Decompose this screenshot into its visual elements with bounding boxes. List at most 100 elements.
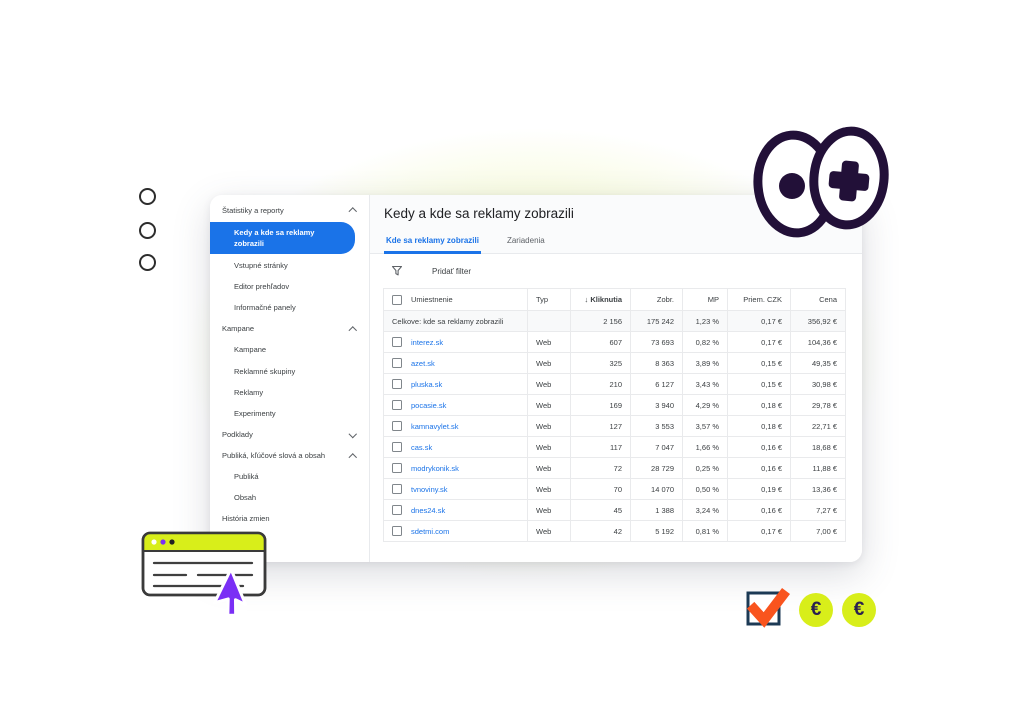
column-header-mp[interactable]: MP (682, 288, 728, 311)
placement-cell: azet.sk (383, 352, 528, 374)
sidebar-item-label: Reklamné skupiny (234, 366, 296, 376)
browser-dot-purple (160, 539, 166, 545)
sidebar-item[interactable]: Informačné panely (210, 298, 369, 319)
data-cell: 127 (570, 415, 631, 437)
chevron-up-icon (348, 453, 357, 462)
sidebar-item[interactable]: Podklady (210, 424, 369, 445)
data-cell: 117 (570, 436, 631, 458)
placement-link[interactable]: kamnavylet.sk (411, 421, 459, 431)
sidebar-item[interactable]: Štatistiky a reporty (210, 200, 369, 221)
sidebar-item[interactable]: História zmien (210, 509, 369, 530)
table-row: interez.sk Web 607 73 693 0,82 % 0,17 €104,36… (383, 331, 846, 353)
column-header-zobr-[interactable]: Zobr. (630, 288, 683, 311)
sidebar-item-label: Experimenty (234, 408, 276, 418)
chevron-up-icon (348, 208, 357, 216)
data-cell: 3,89 % (682, 352, 728, 374)
sidebar-item[interactable]: Experimenty (210, 403, 369, 424)
sidebar-item[interactable]: Editor prehľadov (210, 277, 369, 298)
filter-funnel-icon[interactable] (391, 265, 403, 277)
placement-cell: dnes24.sk (383, 499, 528, 521)
placement-link[interactable]: interez.sk (411, 337, 444, 347)
checked-checkbox-icon (746, 587, 791, 628)
placement-link[interactable]: azet.sk (411, 358, 435, 368)
placement-cell: sdetmi.com (383, 520, 528, 542)
placements-table-wrap: Umiestnenie Typ ↓ Kliknutia Zobr. MP Priem. C… (383, 288, 846, 542)
placement-link[interactable]: sdetmi.com (411, 526, 450, 536)
row-checkbox[interactable] (392, 505, 402, 515)
row-checkbox[interactable] (392, 484, 402, 494)
tab-where-ads-shown[interactable]: Kde sa reklamy zobrazili (384, 233, 481, 254)
data-cell: Web (527, 457, 571, 479)
column-header-typ[interactable]: Typ (527, 288, 571, 311)
sidebar-item[interactable]: Kampane (210, 340, 369, 361)
tab-bar: Kde sa reklamy zobrazili Zariadenia (370, 221, 862, 254)
data-cell: 72 (570, 457, 631, 479)
data-cell: 3 553 (630, 415, 683, 437)
add-filter-button[interactable]: Pridať filter (432, 266, 472, 276)
placement-link[interactable]: pocasie.sk (411, 400, 447, 410)
data-cell: 1,66 % (682, 436, 728, 458)
sidebar-item[interactable]: Vstupné stránky (210, 255, 369, 276)
row-checkbox[interactable] (392, 379, 402, 389)
placement-cell: tvnoviny.sk (383, 478, 528, 500)
placement-link[interactable]: modrykonik.sk (411, 463, 459, 473)
row-checkbox[interactable] (392, 526, 402, 536)
row-checkbox[interactable] (392, 463, 402, 473)
browser-titlebar (143, 533, 265, 551)
row-checkbox[interactable] (392, 337, 402, 347)
placement-cell: cas.sk (383, 436, 528, 458)
sidebar-item-label: Reklamy (234, 387, 264, 397)
table-row: azet.sk Web 325 8 363 3,89 % 0,15 €49,35 € (383, 352, 846, 374)
ads-report-window: Štatistiky a reporty Kedy a kde sa reklam… (210, 195, 862, 562)
tab-devices[interactable]: Zariadenia (506, 236, 545, 245)
cursor-icon (213, 567, 248, 617)
column-header-priem-czk[interactable]: Priem. CZK (727, 288, 791, 311)
data-cell: Web (527, 499, 571, 521)
sidebar-item[interactable]: Publiká, kľúčové slová a obsah (210, 446, 369, 467)
logo-plus (828, 160, 870, 202)
row-checkbox[interactable] (392, 358, 402, 368)
data-cell: 11,88 € (790, 457, 846, 479)
sidebar-item[interactable]: Reklamné skupiny (210, 361, 369, 382)
totals-cell: 175 242 (630, 310, 683, 332)
table-row: modrykonik.sk Web 72 28 729 0,25 % 0,16 €11,8… (383, 457, 846, 479)
data-cell: Web (527, 394, 571, 416)
totals-cell: 2 156 (570, 310, 631, 332)
sidebar-item[interactable]: Kampane (210, 319, 369, 340)
data-cell: Web (527, 415, 571, 437)
data-cell: 169 (570, 394, 631, 416)
data-cell: 7,27 € (790, 499, 846, 521)
data-cell: 0,16 € (727, 499, 791, 521)
totals-cell: 1,23 % (682, 310, 728, 332)
data-cell: 0,18 € (727, 394, 791, 416)
data-cell: 607 (570, 331, 631, 353)
select-all-checkbox[interactable] (392, 294, 402, 305)
euro-coin-icon: € (799, 593, 833, 627)
column-header-cena[interactable]: Cena (790, 288, 846, 311)
column-header-umiestnenie[interactable]: Umiestnenie (383, 288, 528, 311)
data-cell: 45 (570, 499, 631, 521)
totals-cell (527, 310, 571, 332)
placement-link[interactable]: cas.sk (411, 442, 433, 452)
sidebar-item[interactable]: Reklamy (210, 382, 369, 403)
placement-link[interactable]: pluska.sk (411, 379, 443, 389)
placement-link[interactable]: tvnoviny.sk (411, 484, 448, 494)
placement-cell: kamnavylet.sk (383, 415, 528, 437)
row-checkbox[interactable] (392, 421, 402, 431)
column-header-kliknutia[interactable]: ↓ Kliknutia (570, 288, 631, 311)
row-checkbox[interactable] (392, 442, 402, 452)
sidebar-item[interactable]: Publiká (210, 467, 369, 488)
placement-link[interactable]: dnes24.sk (411, 505, 446, 515)
table-row: pocasie.sk Web 169 3 940 4,29 % 0,18 €29,78 € (383, 394, 846, 416)
data-cell: 13,36 € (790, 478, 846, 500)
sidebar-item-selected[interactable]: Kedy a kde sa reklamy zobrazili (210, 222, 355, 255)
table-row: cas.sk Web 117 7 047 1,66 % 0,16 €18,68 € (383, 436, 846, 458)
data-cell: Web (527, 352, 571, 374)
data-cell: 3,43 % (682, 373, 728, 395)
data-cell: 0,16 € (727, 457, 791, 479)
sidebar-item[interactable]: Obsah (210, 488, 369, 509)
data-cell: 28 729 (630, 457, 683, 479)
row-checkbox[interactable] (392, 400, 402, 410)
column-label: Umiestnenie (411, 295, 453, 304)
chevron-down-icon (348, 430, 357, 438)
